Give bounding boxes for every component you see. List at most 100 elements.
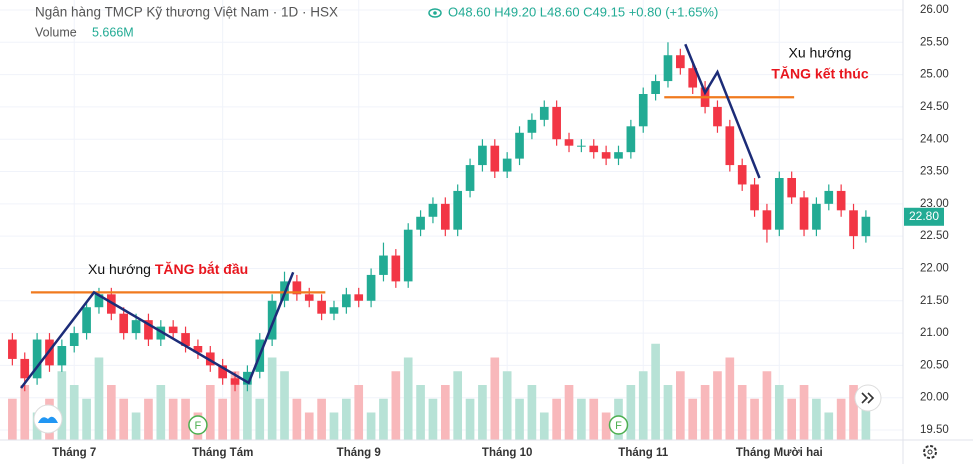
y-tick-label: 22.50	[920, 230, 949, 242]
candle-body	[725, 126, 735, 166]
volume-bar	[292, 398, 302, 440]
volume-bar	[502, 371, 512, 440]
logo-button[interactable]	[33, 404, 63, 434]
candle-body	[416, 216, 425, 230]
volume-bar	[379, 398, 388, 440]
y-tick-label: 22.00	[920, 262, 949, 274]
candle-body	[304, 294, 314, 301]
candle-body	[317, 300, 326, 314]
y-tick-label: 23.50	[920, 166, 949, 178]
volume-layer	[8, 343, 871, 440]
candle-body	[502, 158, 512, 172]
volume-bar	[651, 343, 660, 440]
volume-bar	[329, 412, 339, 440]
volume-bar	[713, 371, 722, 440]
volume-bar	[527, 385, 537, 440]
y-tick-label: 21.00	[920, 327, 949, 339]
scroll-button[interactable]	[854, 384, 882, 412]
candle-layer	[8, 42, 871, 392]
annotation: Xu hướng TĂNG bắt đầu	[88, 260, 248, 277]
volume-bar	[663, 385, 673, 440]
y-tick-label: 25.00	[920, 69, 949, 81]
candle-body	[20, 358, 30, 379]
last-price-label: 22.80	[909, 209, 939, 223]
candle-body	[57, 346, 67, 366]
event-marker-label: F	[615, 420, 622, 432]
volume-bar	[144, 398, 153, 440]
candle-body	[329, 307, 339, 314]
candle-body	[403, 229, 413, 282]
candle-body	[861, 216, 871, 237]
candle-body	[762, 210, 772, 230]
candle-body	[552, 106, 561, 140]
candle-body	[8, 339, 17, 359]
volume-bar	[57, 371, 67, 440]
candle-body	[836, 190, 846, 211]
candle-body	[379, 255, 388, 275]
volume-bar	[354, 385, 364, 440]
volume-bar	[601, 412, 611, 440]
volume-bar	[762, 371, 772, 440]
chart-title: Ngân hàng TMCP Kỹ thương Việt Nam · 1D ·…	[35, 5, 338, 20]
candle-body	[663, 55, 673, 82]
candle-body	[614, 152, 623, 159]
candle-body	[799, 197, 809, 230]
volume-bar	[564, 385, 574, 440]
volume-bar	[539, 412, 549, 440]
volume-bar	[799, 385, 809, 440]
candle-body	[342, 294, 351, 308]
candle-body	[527, 119, 537, 133]
candle-body	[267, 300, 277, 340]
candle-body	[577, 145, 586, 147]
volume-bar	[243, 385, 252, 440]
volume-bar	[428, 398, 438, 440]
candle-body	[478, 145, 487, 166]
volume-bar	[218, 398, 227, 440]
candle-body	[465, 165, 475, 191]
volume-bar	[20, 385, 30, 440]
volume-bar	[465, 398, 475, 440]
volume-bar	[774, 385, 784, 440]
volume-bar	[181, 398, 190, 440]
candle-body	[440, 203, 450, 230]
volume-bar	[552, 398, 561, 440]
eye-icon[interactable]	[428, 8, 442, 18]
settings-button[interactable]	[923, 445, 937, 459]
x-tick-label: Tháng 10	[482, 447, 532, 459]
x-tick-label: Tháng 7	[52, 447, 96, 459]
candle-body	[774, 178, 784, 230]
candle-body	[119, 313, 129, 334]
candle-body	[69, 333, 79, 346]
volume-bar	[577, 398, 586, 440]
candle-body	[750, 184, 759, 211]
volume-bar	[812, 398, 821, 440]
volume-bar	[304, 412, 314, 440]
candle-body	[168, 326, 178, 334]
volume-bar	[626, 385, 636, 440]
candle-body	[713, 106, 722, 127]
volume-bar	[676, 371, 685, 440]
volume-bar	[700, 385, 710, 440]
volume-bar	[688, 398, 698, 440]
candle-body	[812, 203, 821, 230]
volume-bar	[403, 357, 413, 440]
candle-body	[676, 55, 685, 69]
candle-body	[354, 294, 364, 301]
candle-body	[230, 378, 240, 385]
candle-body	[453, 190, 463, 230]
y-tick-label: 23.00	[920, 198, 949, 210]
volume-bar	[267, 357, 277, 440]
candle-body	[205, 352, 215, 366]
volume-bar	[824, 412, 834, 440]
candle-body	[564, 139, 574, 146]
volume-bar	[725, 357, 735, 440]
annotation-highlight: TĂNG kết thúc	[771, 66, 868, 82]
volume-bar	[8, 398, 17, 440]
volume-bar	[205, 385, 215, 440]
x-tick-label: Tháng 11	[618, 447, 668, 459]
ohlc-legend: O48.60 H49.20 L48.60 C49.15 +0.80 (+1.65…	[448, 4, 718, 19]
candle-body	[589, 145, 599, 153]
volume-bar	[119, 398, 129, 440]
candle-body	[82, 307, 91, 334]
